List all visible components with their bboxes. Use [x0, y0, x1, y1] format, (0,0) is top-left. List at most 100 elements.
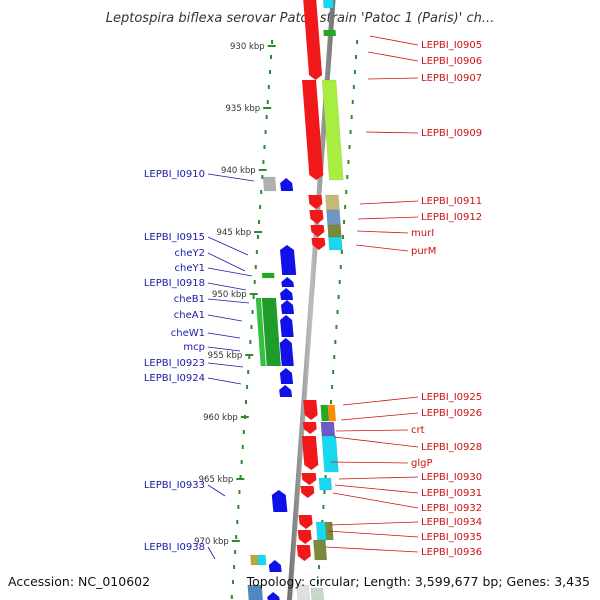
scale-dot [234, 550, 237, 554]
gene-arrow-reverse [308, 195, 323, 209]
scale-dot [336, 310, 339, 314]
left-label-leader [207, 546, 216, 560]
scale-dot [271, 40, 274, 44]
scale-dot [235, 535, 238, 539]
right-label-leader [355, 244, 409, 252]
left-gene-label: LEPBI_I0910 [144, 169, 205, 180]
gene-block [326, 209, 341, 226]
scale-dot [239, 475, 242, 479]
gene-block [327, 404, 337, 422]
gene-arrow-forward [271, 490, 288, 512]
scale-dot [263, 145, 266, 149]
scale-dot [265, 115, 268, 119]
gene-block [250, 554, 259, 566]
gene-arrow-reverse [311, 238, 326, 250]
scale-dot [322, 505, 325, 509]
scale-dot [262, 160, 265, 164]
scale-dot [230, 595, 233, 599]
left-label-leader [207, 484, 226, 497]
gene-arrow-forward [281, 300, 295, 314]
right-gene-label: LEPBI_I0912 [421, 212, 482, 223]
scale-dot [333, 355, 336, 359]
scale-dot [247, 370, 250, 374]
gene-arrow-reverse [296, 545, 311, 561]
gene-arrow-forward [279, 338, 294, 366]
scale-dot [241, 445, 244, 449]
scale-dot [255, 250, 258, 254]
scale-tick-label: 950 kbp [212, 290, 247, 300]
right-label-leader [359, 200, 419, 205]
right-gene-label: LEPBI_I0907 [421, 73, 482, 84]
left-label-leader [207, 236, 249, 256]
scale-dot [248, 355, 251, 359]
right-label-leader [332, 492, 419, 509]
gene-arrow-reverse [297, 530, 312, 544]
left-gene-label: cheA1 [174, 310, 205, 321]
gene-arrow-reverse [298, 515, 313, 529]
scale-dot [242, 430, 245, 434]
right-label-leader [329, 521, 419, 526]
gene-arrow-reverse [310, 225, 325, 237]
right-gene-label: crt [411, 425, 425, 436]
right-gene-label: LEPBI_I0928 [421, 442, 482, 453]
gene-block [328, 236, 343, 251]
left-gene-label: LEPBI_I0938 [144, 542, 205, 553]
scale-dot [261, 175, 264, 179]
gene-arrow-forward [280, 178, 294, 191]
left-gene-label: LEPBI_I0933 [144, 480, 205, 491]
left-gene-label: cheY2 [175, 248, 205, 259]
scale-dot [254, 265, 257, 269]
right-gene-label: LEPBI_I0909 [421, 128, 482, 139]
left-gene-label: cheW1 [171, 328, 205, 339]
right-gene-label: glgP [411, 458, 433, 469]
left-label-leader [207, 377, 242, 385]
gene-arrow-forward [280, 245, 297, 275]
gene-arrow-forward [281, 277, 295, 287]
scale-dot [236, 520, 239, 524]
right-label-leader [357, 216, 419, 220]
left-label-leader [207, 332, 241, 339]
scale-dot [231, 580, 234, 584]
gene-arrow-reverse [300, 486, 315, 498]
scale-dot [270, 55, 273, 59]
scale-dot [338, 280, 341, 284]
left-gene-label: LEPBI_I0915 [144, 232, 205, 243]
right-gene-label: LEPBI_I0925 [421, 392, 482, 403]
scale-dot [334, 340, 337, 344]
right-label-leader [327, 530, 419, 538]
left-label-leader [207, 362, 244, 368]
scale-dot [345, 190, 348, 194]
scale-dot [330, 400, 332, 404]
right-label-leader [334, 484, 419, 494]
gene-arrow-reverse [303, 0, 323, 80]
scale-dot [339, 265, 342, 269]
right-label-leader [333, 436, 419, 448]
gene-arrow-reverse [303, 400, 318, 420]
topology-text: Topology: circular; Length: 3,599,677 bp… [246, 574, 590, 589]
scale-dot [351, 100, 354, 104]
chromosome-backbone [287, 0, 336, 600]
scale-tick-label: 945 kbp [217, 228, 252, 238]
scale-dot [259, 205, 262, 209]
right-gene-labels: LEPBI_I0905 LEPBI_I0906 LEPBI_I0907 LEPBI_I… [325, 35, 482, 558]
scale-dot [240, 460, 243, 464]
right-label-leader [335, 429, 409, 432]
right-label-leader [338, 476, 419, 480]
scale-dot [323, 490, 326, 494]
backbone-line [287, 0, 336, 600]
left-gene-label: cheY1 [175, 263, 205, 274]
right-gene-label: LEPBI_I0926 [421, 408, 482, 419]
scale-dot [353, 70, 356, 74]
right-gene-label: LEPBI_I0931 [421, 488, 482, 499]
scale-dot [344, 205, 347, 209]
scale-ticks: 930 kbp 935 kbp 940 kbp 945 kbp 950 kbp 955 k… [194, 42, 276, 547]
scale-tick-label: 935 kbp [226, 104, 261, 114]
gene-arrow-reverse [302, 422, 317, 434]
gene-arrow-reverse [301, 473, 317, 485]
scale-dot [267, 85, 270, 89]
scale-dot [343, 220, 346, 224]
scale-dot [246, 385, 249, 389]
scale-dot [251, 310, 254, 314]
scale-dot [238, 490, 241, 494]
gene-block [313, 539, 328, 561]
